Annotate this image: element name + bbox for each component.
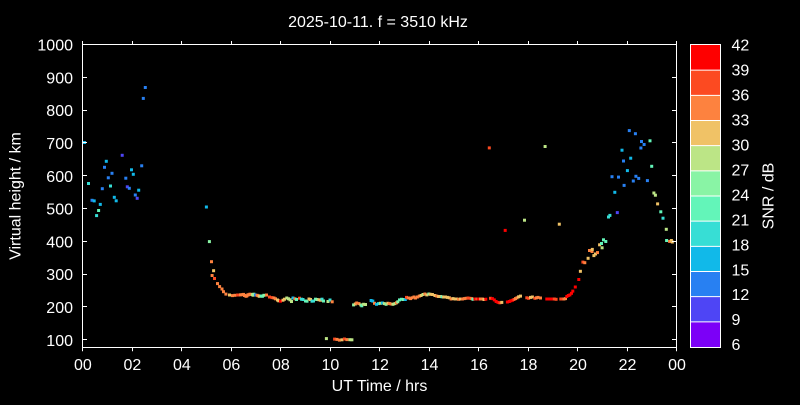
svg-text:30: 30 [732, 137, 750, 154]
svg-text:500: 500 [46, 202, 73, 219]
svg-text:15: 15 [732, 262, 750, 279]
svg-text:36: 36 [732, 88, 750, 105]
svg-text:400: 400 [46, 234, 73, 251]
svg-text:00: 00 [74, 357, 92, 374]
svg-text:300: 300 [46, 267, 73, 284]
svg-text:200: 200 [46, 300, 73, 317]
svg-text:1000: 1000 [37, 38, 73, 55]
svg-text:21: 21 [732, 212, 750, 229]
svg-text:02: 02 [124, 357, 142, 374]
svg-text:04: 04 [173, 357, 191, 374]
svg-text:900: 900 [46, 70, 73, 87]
svg-text:39: 39 [732, 63, 750, 80]
svg-text:800: 800 [46, 103, 73, 120]
svg-text:100: 100 [46, 333, 73, 350]
svg-text:00: 00 [668, 357, 686, 374]
svg-text:16: 16 [470, 357, 488, 374]
svg-text:12: 12 [732, 287, 750, 304]
svg-text:2025-10-11. f = 3510 kHz: 2025-10-11. f = 3510 kHz [288, 14, 468, 31]
svg-text:22: 22 [619, 357, 637, 374]
svg-text:14: 14 [421, 357, 439, 374]
svg-text:20: 20 [569, 357, 587, 374]
svg-text:SNR / dB: SNR / dB [761, 163, 778, 230]
svg-text:27: 27 [732, 162, 750, 179]
svg-text:Virtual height / km: Virtual height / km [8, 132, 25, 260]
svg-text:10: 10 [322, 357, 340, 374]
svg-text:700: 700 [46, 136, 73, 153]
svg-text:12: 12 [371, 357, 389, 374]
svg-text:24: 24 [732, 187, 750, 204]
svg-text:33: 33 [732, 112, 750, 129]
svg-text:18: 18 [520, 357, 538, 374]
svg-text:UT Time / hrs: UT Time / hrs [332, 378, 428, 395]
svg-text:600: 600 [46, 169, 73, 186]
svg-text:06: 06 [223, 357, 241, 374]
svg-text:6: 6 [732, 337, 741, 354]
svg-text:08: 08 [272, 357, 290, 374]
svg-text:42: 42 [732, 38, 750, 55]
svg-text:18: 18 [732, 237, 750, 254]
svg-text:9: 9 [732, 312, 741, 329]
